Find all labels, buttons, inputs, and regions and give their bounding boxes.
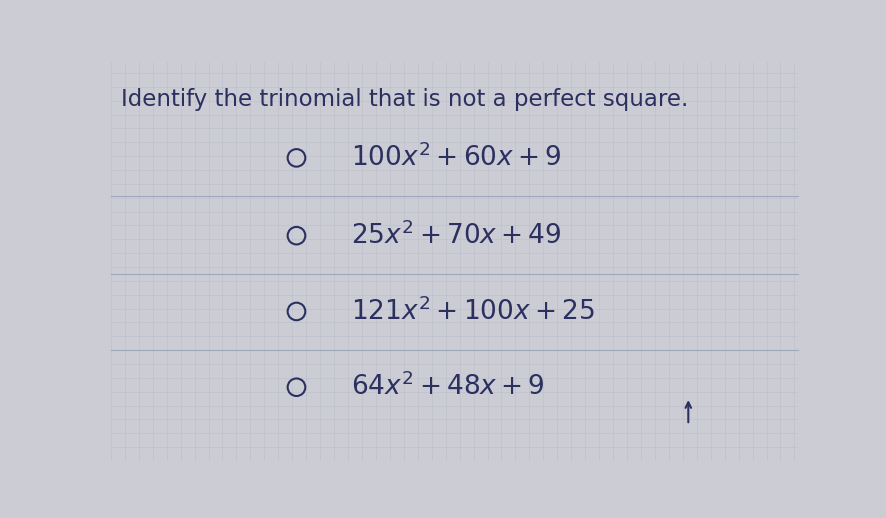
- Text: $100x^2 + 60x + 9$: $100x^2 + 60x + 9$: [351, 143, 562, 172]
- Text: Identify the trinomial that is not a perfect square.: Identify the trinomial that is not a per…: [121, 88, 688, 111]
- Text: $64x^2 + 48x + 9$: $64x^2 + 48x + 9$: [351, 373, 545, 401]
- Text: $25x^2 + 70x + 49$: $25x^2 + 70x + 49$: [351, 221, 562, 250]
- Text: $121x^2 + 100x + 25$: $121x^2 + 100x + 25$: [351, 297, 595, 326]
